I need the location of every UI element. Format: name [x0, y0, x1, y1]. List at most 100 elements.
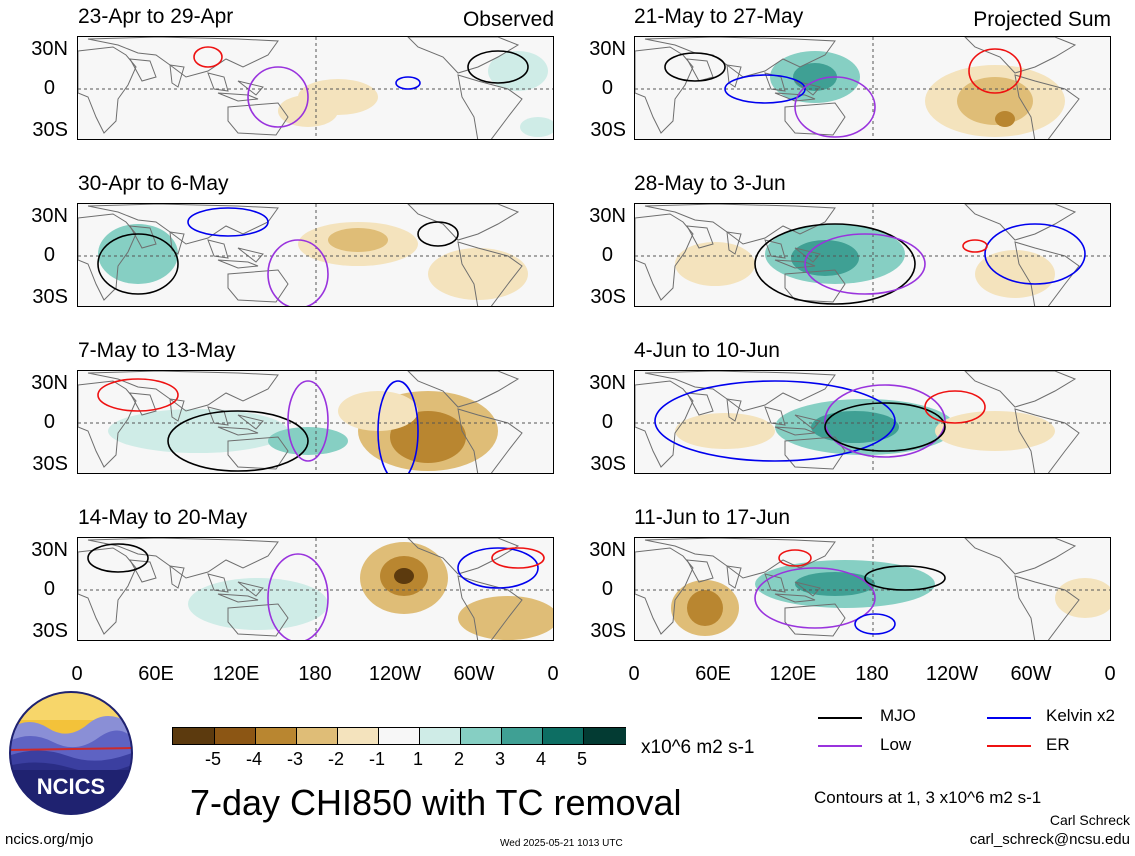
coastline: [87, 371, 279, 412]
map-panel: [77, 36, 554, 140]
map-svg: [635, 538, 1110, 640]
coastline: [87, 538, 279, 579]
shaded-anomaly: [1055, 578, 1110, 618]
lat-label-30s: 30S: [590, 453, 626, 475]
wave-contour: [395, 76, 421, 90]
map-svg: [635, 37, 1110, 139]
shading-layer: [675, 224, 1055, 298]
lat-label-30s: 30S: [32, 119, 68, 141]
shading-layer: [98, 222, 528, 300]
coastline: [407, 204, 520, 241]
shaded-anomaly: [811, 411, 899, 443]
colorbar-label: 2: [453, 749, 465, 769]
colorbar-label: 5: [576, 749, 588, 769]
coastline: [635, 380, 694, 468]
lat-label-30n: 30N: [589, 539, 626, 561]
coastline: [129, 559, 185, 589]
coastline: [457, 408, 523, 473]
wave-contour: [193, 46, 223, 68]
coastline: [764, 573, 821, 603]
lon-label: 120W: [925, 663, 979, 685]
wave-contour: [654, 380, 896, 462]
contours-note: Contours at 1, 3 x10^6 m2 s-1: [814, 788, 1042, 807]
wave-contour: [377, 380, 419, 473]
coastline: [964, 37, 1077, 74]
map-svg: [635, 371, 1110, 473]
contour-layer: [97, 207, 459, 306]
wave-contour: [984, 223, 1086, 285]
lat-label-0: 0: [601, 244, 613, 266]
panel-2-period: 21-May to 27-May: [634, 5, 804, 28]
wave-contour: [267, 553, 329, 640]
shaded-anomaly: [338, 391, 418, 431]
map-panel: [634, 203, 1111, 307]
lat-label-30n: 30N: [589, 372, 626, 394]
coastline: [686, 392, 742, 422]
legend-low-label: Low: [880, 735, 912, 754]
shaded-anomaly: [98, 224, 178, 284]
coastline: [635, 46, 694, 134]
timestamp: Wed 2025-05-21 1013 UTC: [500, 838, 623, 849]
map-panel: [77, 370, 554, 474]
wave-contour: [864, 565, 946, 591]
shaded-anomaly: [390, 411, 466, 463]
coastline: [764, 239, 821, 269]
coastline: [1014, 408, 1080, 473]
coastline: [407, 37, 520, 74]
colorbar-box: [255, 728, 297, 744]
shaded-anomaly: [935, 411, 1055, 451]
contour-layer: [654, 380, 986, 462]
colorbar-label: -1: [368, 749, 386, 769]
coastline: [227, 102, 289, 136]
coastline: [207, 239, 264, 269]
coastline: [644, 371, 836, 412]
wave-contour: [167, 410, 309, 472]
contour-layer: [754, 223, 1086, 305]
wave-contour: [97, 233, 179, 295]
coastline: [784, 603, 846, 637]
coastline: [764, 406, 821, 436]
coastline: [1014, 241, 1080, 306]
shaded-anomaly: [795, 572, 875, 596]
legend-mjo-label: MJO: [880, 706, 916, 725]
coastline: [1014, 575, 1080, 640]
map-svg: [78, 204, 553, 306]
website-link[interactable]: ncics.org/mjo: [5, 831, 94, 848]
colorbar-unit: x10^6 m2 s-1: [641, 737, 755, 758]
colorbar-box: [542, 728, 584, 744]
coastline: [457, 74, 523, 139]
coastline-layer: [635, 204, 1080, 306]
map-svg: [78, 37, 553, 139]
coastline: [1014, 74, 1080, 139]
lat-label-0: 0: [43, 244, 55, 266]
coastline: [644, 204, 836, 245]
coastline: [207, 406, 264, 436]
map-panel: [634, 370, 1111, 474]
coastline-layer: [635, 37, 1080, 139]
coastline: [964, 204, 1077, 241]
coastline-layer: [635, 538, 1080, 640]
coastline: [78, 547, 137, 635]
lat-label-0: 0: [43, 578, 55, 600]
map-panel: [634, 537, 1111, 641]
colorbar: [172, 727, 626, 745]
legend-low-line: [818, 745, 862, 747]
shaded-anomaly: [793, 63, 837, 91]
colorbar-box: [501, 728, 543, 744]
panel-6-period: 4-Jun to 10-Jun: [634, 339, 780, 362]
wave-contour: [924, 390, 986, 424]
wave-contour: [247, 66, 309, 128]
colorbar-box: [419, 728, 461, 744]
contour-layer: [87, 543, 545, 640]
lat-label-0: 0: [43, 411, 55, 433]
colorbar-box: [460, 728, 502, 744]
lat-label-30n: 30N: [31, 38, 68, 60]
lon-label: 0: [1104, 663, 1116, 685]
coastline: [227, 603, 289, 637]
lon-label: 120E: [769, 663, 817, 685]
coastline: [78, 380, 137, 468]
colorbar-label: 4: [535, 749, 547, 769]
lat-label-30n: 30N: [31, 205, 68, 227]
coastline: [964, 538, 1077, 575]
ncics-logo: NCICS: [9, 691, 133, 815]
